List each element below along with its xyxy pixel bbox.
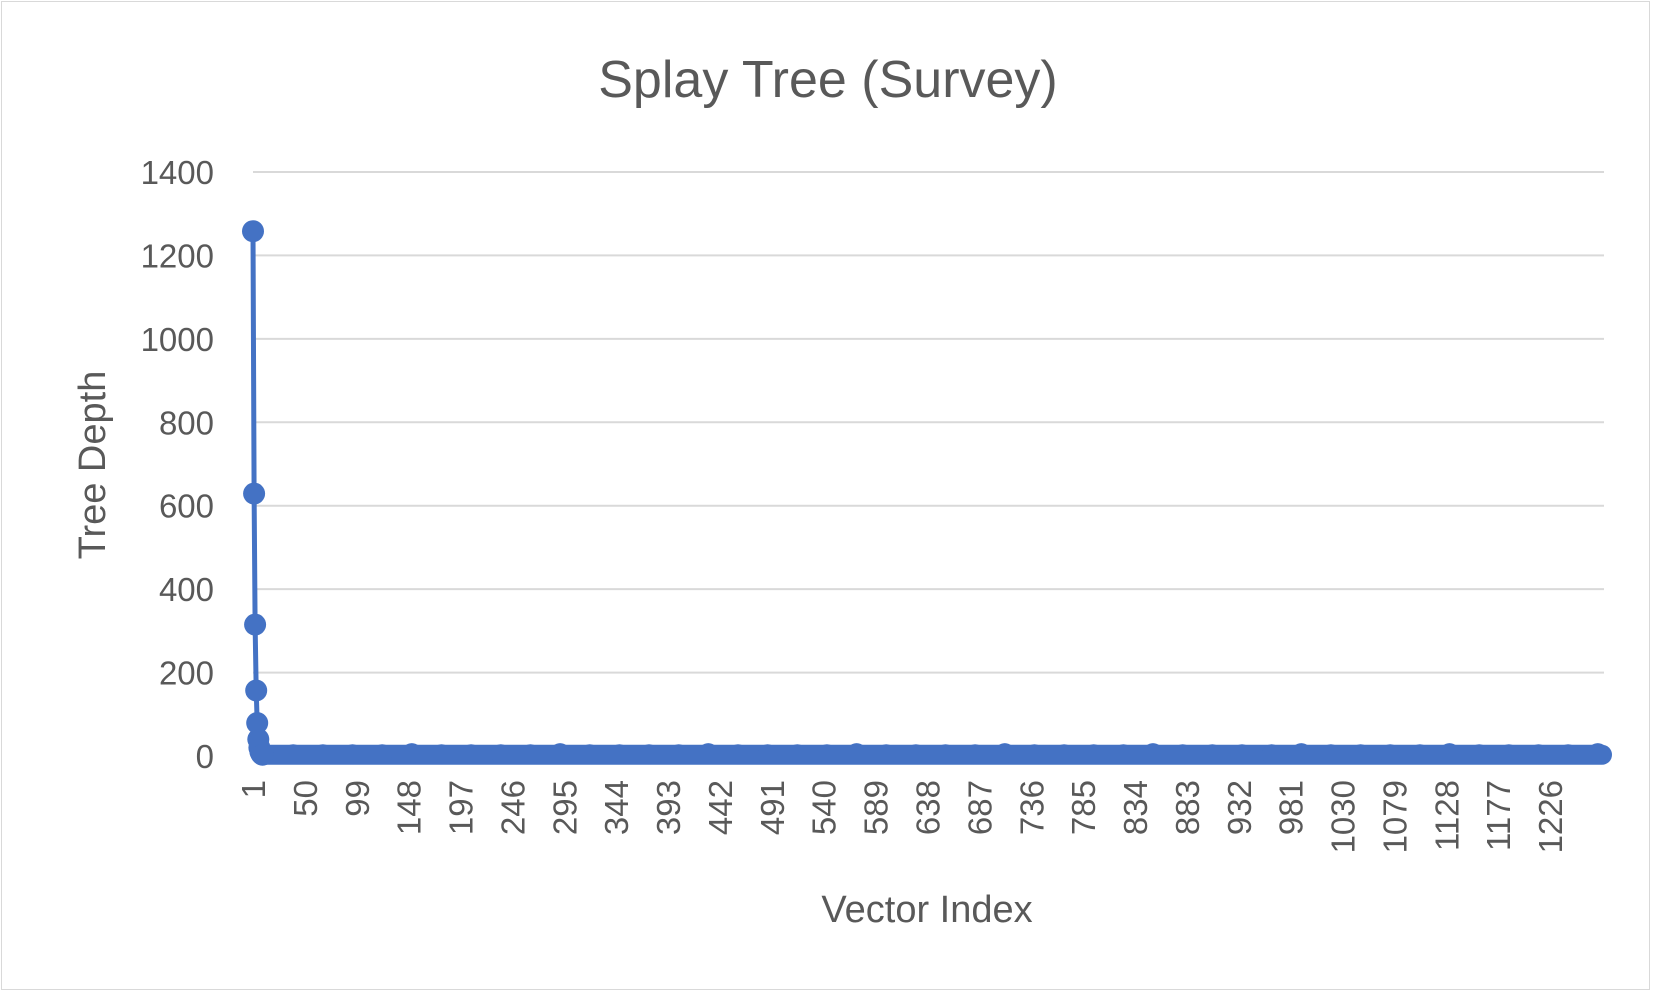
data-point <box>728 744 748 765</box>
y-tick-label: 1200 <box>141 237 214 274</box>
data-point <box>431 744 452 765</box>
data-point <box>1528 744 1549 765</box>
x-tick-label: 638 <box>910 780 947 835</box>
data-point <box>1409 744 1430 765</box>
data-point <box>579 744 600 765</box>
data-point <box>245 679 268 702</box>
data-point <box>816 744 837 765</box>
x-tick-label: 442 <box>702 780 739 835</box>
x-tick-label: 99 <box>339 780 376 817</box>
data-point <box>1469 744 1490 765</box>
data-point <box>1024 744 1045 765</box>
x-axis-title: Vector Index <box>821 889 1032 931</box>
x-tick-label: 344 <box>598 780 635 835</box>
chart-title: Splay Tree (Survey) <box>598 51 1058 109</box>
data-point <box>698 743 719 764</box>
data-point <box>490 744 511 765</box>
data-point <box>1558 744 1579 765</box>
data-point <box>1587 743 1608 764</box>
x-tick-label: 1 <box>235 780 272 798</box>
x-tick-label: 50 <box>287 780 324 817</box>
series-layer <box>242 220 1612 766</box>
data-point <box>609 744 630 765</box>
data-point <box>668 744 689 765</box>
data-point <box>283 744 304 765</box>
data-point <box>246 712 269 734</box>
data-point <box>1232 744 1252 765</box>
data-point <box>757 744 778 765</box>
data-point <box>342 744 363 765</box>
data-point <box>1380 744 1401 765</box>
data-point <box>312 744 333 765</box>
data-point <box>1320 744 1341 765</box>
data-point <box>876 744 897 765</box>
data-point <box>935 744 956 765</box>
y-tick-label: 0 <box>196 738 214 775</box>
x-tick-label: 785 <box>1065 780 1102 835</box>
data-point <box>1291 743 1312 764</box>
data-point <box>550 743 571 764</box>
data-point <box>1113 744 1134 765</box>
data-point <box>1172 744 1193 765</box>
data-point <box>1498 744 1519 765</box>
y-tick-label: 600 <box>159 488 214 525</box>
y-tick-label: 800 <box>159 404 214 441</box>
x-tick-label: 687 <box>961 780 998 835</box>
x-tick-labels: 1 50 99 148 197 246 295 344 393 442 491 540 589 638 68… <box>235 780 1569 853</box>
series-line <box>250 228 1605 758</box>
x-tick-label: 197 <box>443 780 480 835</box>
x-tick-label: 148 <box>391 780 428 835</box>
data-point <box>1439 743 1460 764</box>
y-tick-label: 1000 <box>141 321 214 358</box>
data-point <box>242 220 264 243</box>
data-point <box>401 743 422 764</box>
x-tick-label: 540 <box>806 780 843 835</box>
data-point <box>1261 744 1282 765</box>
data-point <box>1054 744 1075 765</box>
data-point <box>253 743 274 764</box>
x-tick-label: 589 <box>858 780 895 835</box>
x-tick-label: 834 <box>1117 780 1154 835</box>
x-tick-label: 1226 <box>1532 780 1569 853</box>
data-point <box>520 744 541 765</box>
x-tick-label: 1030 <box>1325 780 1362 853</box>
data-point <box>846 743 867 764</box>
x-tick-label: 932 <box>1221 780 1258 835</box>
data-point <box>905 744 926 765</box>
x-tick-label: 883 <box>1169 780 1206 835</box>
y-tick-label: 400 <box>159 571 214 608</box>
data-point <box>1202 744 1223 765</box>
x-tick-label: 736 <box>1013 780 1050 835</box>
data-point <box>1143 743 1163 764</box>
x-tick-label: 295 <box>546 780 583 835</box>
data-point <box>994 743 1015 764</box>
data-point <box>965 744 986 765</box>
x-tick-label: 1128 <box>1428 780 1465 851</box>
x-tick-label: 491 <box>754 780 791 835</box>
y-tick-labels: 0 200 400 600 800 1000 1200 1400 <box>141 154 214 775</box>
data-point <box>243 482 266 505</box>
data-point <box>244 613 267 636</box>
x-tick-label: 393 <box>650 780 687 835</box>
data-point <box>639 744 659 765</box>
x-tick-label: 246 <box>494 780 531 835</box>
x-tick-label: 1079 <box>1376 780 1413 853</box>
gridlines <box>253 171 1604 757</box>
data-point <box>461 744 482 765</box>
x-tick-label: 1177 <box>1480 780 1517 851</box>
y-tick-label: 1400 <box>141 154 214 191</box>
data-point <box>787 744 808 765</box>
data-point <box>1350 744 1371 765</box>
data-point <box>1083 744 1104 765</box>
x-tick-label: 981 <box>1273 780 1310 835</box>
y-tick-label: 200 <box>159 655 214 692</box>
y-axis-title: Tree Depth <box>72 371 114 560</box>
data-point <box>372 744 393 765</box>
